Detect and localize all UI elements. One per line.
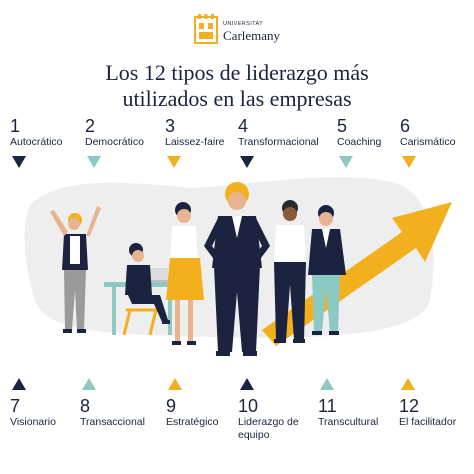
navy-triangle-up-icon	[12, 378, 26, 390]
leadership-item-6: 6 Carismático	[400, 116, 455, 168]
yellow-triangle-up-icon	[401, 378, 415, 390]
logo-top-text: UNIVERSITAT	[223, 21, 263, 27]
teal-triangle-up-icon	[82, 378, 96, 390]
item-label: Laissez-faire	[165, 136, 225, 148]
item-label: Estratégico	[166, 416, 219, 428]
item-number: 3	[165, 116, 176, 136]
item-number: 8	[80, 396, 91, 416]
item-number: 10	[238, 396, 259, 416]
leadership-item-10: 10 Liderazgo de equipo	[238, 378, 299, 442]
yellow-triangle-down-icon	[167, 156, 181, 168]
leader-woman-figure	[204, 182, 270, 356]
leadership-item-9: 9 Estratégico	[166, 378, 219, 429]
logo-main-text: Carlemany	[223, 28, 281, 43]
seated-woman-figure	[125, 243, 170, 324]
item-number: 12	[399, 396, 420, 416]
chair	[122, 308, 158, 336]
navy-triangle-up-icon	[240, 378, 254, 390]
crest-icon	[194, 14, 218, 44]
item-number: 6	[400, 116, 411, 136]
page-title-line-2: utilizados en las empresas	[122, 86, 352, 111]
page-title-line-1: Los 12 tipos de liderazgo más	[105, 60, 369, 85]
leadership-item-8: 8 Transaccional	[80, 378, 145, 429]
cheering-woman-figure	[50, 206, 101, 333]
item-number: 7	[10, 396, 21, 416]
item-number: 9	[166, 396, 177, 416]
woman-white-shirt-figure	[274, 200, 306, 343]
item-label: Transformacional	[238, 136, 319, 148]
leadership-item-2: 2 Democrático	[85, 116, 144, 168]
navy-triangle-down-icon	[240, 156, 254, 168]
item-label-line-2: equipo	[238, 429, 270, 441]
item-number: 2	[85, 116, 96, 136]
leadership-item-1: 1 Autocrático	[10, 116, 63, 168]
teal-triangle-up-icon	[320, 378, 334, 390]
item-number: 4	[238, 116, 249, 136]
teal-triangle-down-icon	[87, 156, 101, 168]
item-label: Democrático	[85, 136, 144, 148]
growth-arrow	[262, 202, 452, 346]
item-label: Transaccional	[80, 416, 145, 428]
item-number: 1	[10, 116, 21, 136]
item-label: Visionario	[10, 416, 56, 428]
item-label: Transcultural	[318, 416, 379, 428]
item-number: 11	[318, 396, 337, 416]
yellow-triangle-up-icon	[168, 378, 182, 390]
item-label: Carismático	[400, 136, 456, 148]
item-label: El facilitador	[399, 416, 457, 428]
leadership-item-7: 7 Visionario	[10, 378, 56, 429]
item-label: Autocrático	[10, 136, 63, 148]
leadership-item-5: 5 Coaching	[337, 116, 381, 168]
item-number: 5	[337, 116, 348, 136]
item-label: Liderazgo de	[238, 416, 299, 428]
item-label: Coaching	[337, 136, 382, 148]
leadership-item-3: 3 Laissez-faire	[165, 116, 225, 168]
teal-triangle-down-icon	[339, 156, 353, 168]
university-logo[interactable]: UNIVERSITAT Carlemany	[193, 14, 289, 50]
woman-yellow-skirt-figure	[166, 202, 204, 345]
leadership-item-11: 11 Transcultural	[318, 378, 378, 429]
navy-triangle-down-icon	[12, 156, 26, 168]
leadership-item-12: 12 El facilitador	[399, 378, 456, 429]
man-navy-suit-figure	[308, 205, 346, 335]
leadership-item-4: 4 Transformacional	[238, 116, 319, 168]
yellow-triangle-down-icon	[402, 156, 416, 168]
